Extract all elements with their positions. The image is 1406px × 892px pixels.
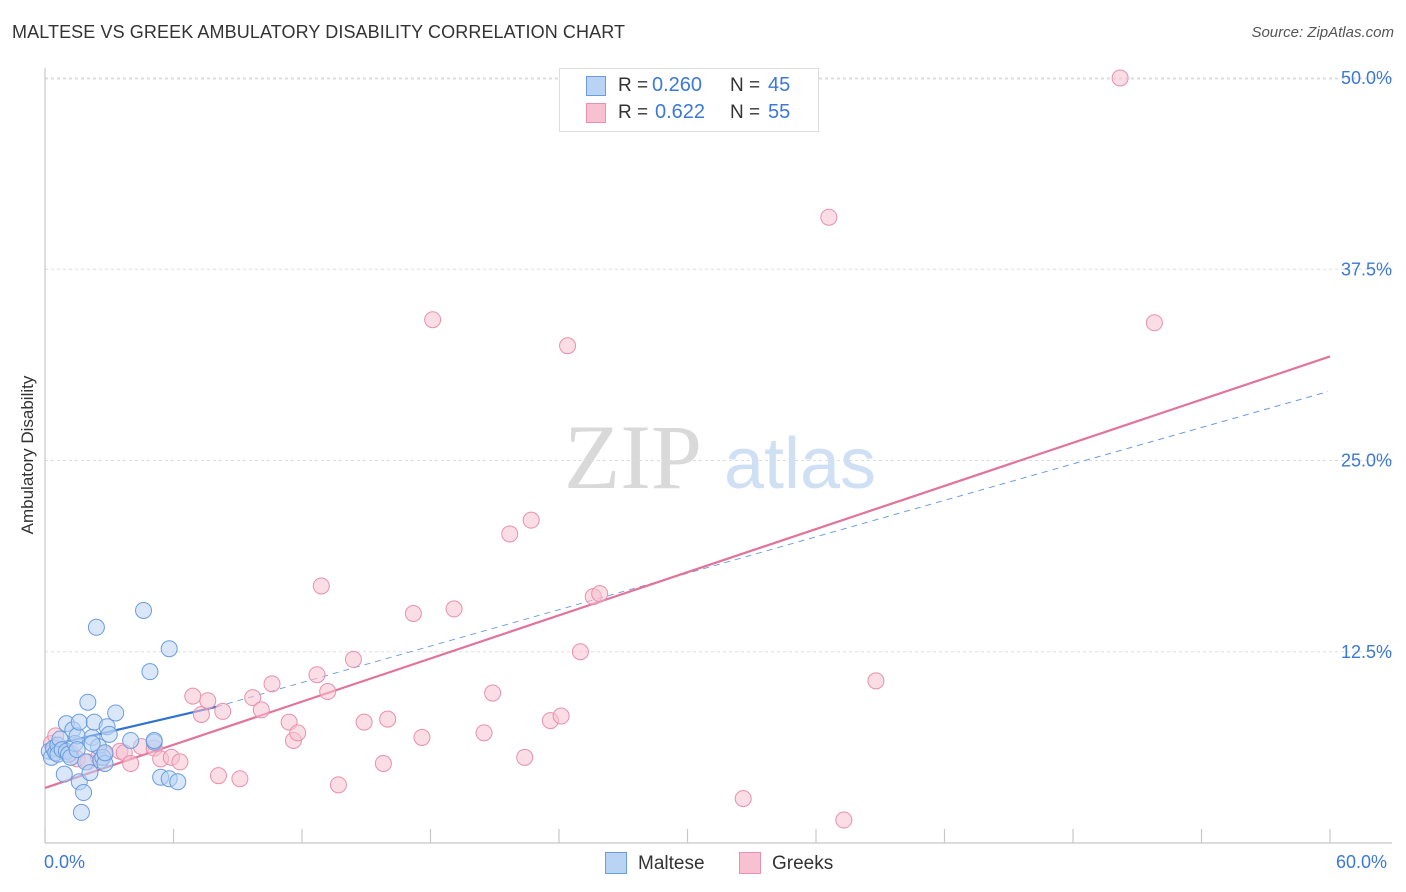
greeks-point-36 [404, 605, 422, 622]
watermark: ZIP atlas [564, 406, 876, 508]
greeks-point-46 [552, 707, 570, 725]
greeks-point-55 [1111, 69, 1129, 87]
maltese-point-20 [75, 784, 93, 802]
maltese-point-34 [107, 704, 125, 722]
maltese-point-31 [96, 744, 114, 762]
greeks-point-15 [171, 753, 189, 771]
maltese-point-39 [145, 731, 163, 749]
greeks-point-44 [522, 511, 540, 529]
greeks-point-34 [374, 754, 392, 772]
maltese-point-23 [81, 764, 99, 782]
legend-r-label-maltese: R = [618, 75, 649, 96]
bottom-legend-swatch-greeks [739, 852, 761, 874]
greeks-point-28 [308, 666, 326, 684]
greeks-point-52 [820, 208, 838, 226]
legend-swatch-maltese [586, 76, 606, 96]
maltese-point-19 [72, 803, 90, 821]
x-tick-label-min: 0.0% [44, 852, 86, 872]
greeks-point-19 [214, 702, 232, 720]
greeks-point-48 [571, 643, 589, 661]
greeks-point-54 [867, 672, 885, 690]
bottom-legend-swatch-maltese [605, 852, 627, 874]
y-tick-label-2: 37.5% [1341, 259, 1392, 279]
greeks-point-21 [231, 770, 249, 788]
greeks-point-47 [559, 337, 577, 355]
greeks-point-53 [835, 811, 853, 829]
stats-legend: R = 0.260 N = 45 R = 0.622 N = 55 [559, 68, 819, 132]
greeks-point-24 [263, 675, 281, 693]
chart-title: MALTESE VS GREEK AMBULATORY DISABILITY C… [12, 22, 626, 42]
legend-r-label-greeks: R = [618, 102, 649, 123]
greeks-point-56 [1145, 314, 1163, 332]
greeks-point-33 [355, 713, 373, 731]
watermark-zip: ZIP [564, 406, 702, 508]
greeks-point-30 [319, 683, 337, 701]
maltese-point-44 [83, 735, 101, 753]
watermark-atlas: atlas [724, 424, 876, 504]
x-tick-label-max: 60.0% [1336, 852, 1388, 872]
maltese-point-22 [79, 693, 97, 711]
greeks-point-17 [192, 705, 210, 723]
greeks-point-38 [424, 311, 442, 329]
greeks-point-50 [591, 585, 609, 603]
trend-line-maltese-extended [216, 391, 1329, 708]
greeks-point-18 [199, 692, 217, 710]
legend-r-value-maltese: 0.260 [652, 74, 703, 96]
greeks-point-40 [475, 724, 493, 742]
greeks-point-37 [413, 728, 431, 746]
greeks-point-29 [312, 577, 330, 595]
greeks-point-22 [244, 689, 262, 707]
y-tick-label-1: 25.0% [1341, 451, 1392, 471]
greeks-point-10 [122, 754, 140, 772]
maltese-point-8 [55, 765, 73, 783]
legend-swatch-greeks [586, 103, 606, 123]
maltese-point-36 [135, 601, 153, 619]
source-label[interactable]: Source: ZipAtlas.com [1251, 24, 1394, 41]
greeks-point-23 [252, 701, 270, 719]
legend-n-label-maltese: N = [730, 75, 761, 96]
greeks-point-20 [209, 767, 227, 785]
maltese-point-17 [70, 713, 88, 731]
legend-n-value-maltese: 45 [768, 74, 791, 96]
greeks-point-27 [289, 724, 307, 742]
greeks-point-41 [484, 684, 502, 702]
bottom-legend-label-greeks: Greeks [772, 853, 834, 874]
maltese-point-35 [122, 731, 140, 749]
greeks-point-51 [734, 790, 752, 808]
maltese-point-33 [100, 725, 118, 743]
greeks-point-16 [184, 687, 202, 705]
greeks-point-35 [379, 710, 397, 728]
maltese-point-42 [160, 640, 178, 658]
greeks-point-43 [516, 748, 534, 766]
y-tick-label-0: 12.5% [1341, 642, 1392, 662]
maltese-point-37 [141, 663, 159, 681]
greeks-point-39 [445, 600, 463, 618]
maltese-point-26 [87, 618, 105, 636]
bottom-legend-label-maltese: Maltese [638, 853, 705, 874]
legend-n-label-greeks: N = [730, 102, 761, 123]
legend-n-value-greeks: 55 [768, 101, 791, 123]
greeks-point-31 [329, 776, 347, 794]
y-tick-label-3: 50.0% [1341, 68, 1392, 88]
greeks-point-32 [344, 650, 362, 668]
legend-r-value-greeks: 0.622 [655, 101, 706, 123]
greeks-point-42 [501, 525, 519, 543]
maltese-point-16 [68, 741, 86, 759]
maltese-point-43 [169, 773, 187, 791]
